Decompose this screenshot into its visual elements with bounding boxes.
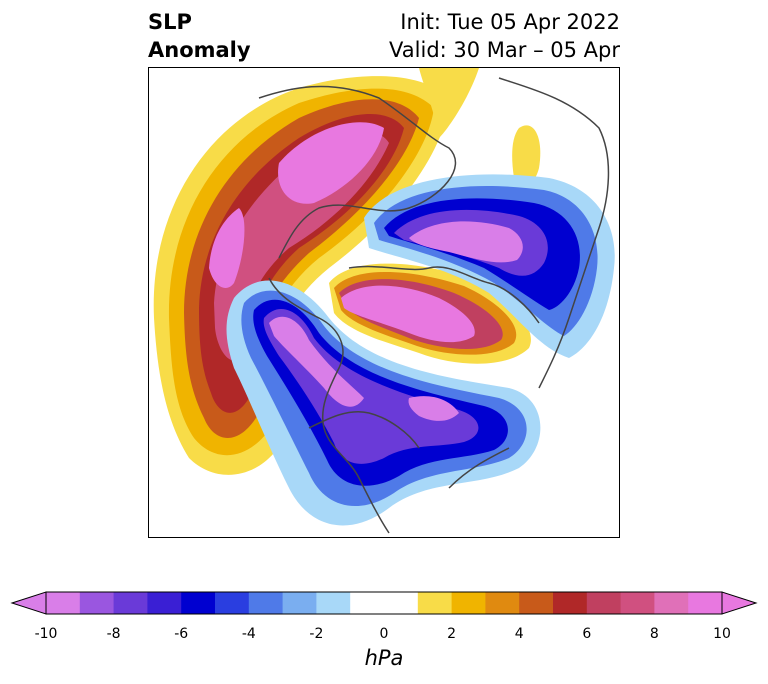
colorbar-segment [620, 592, 655, 614]
colorbar-segment [485, 592, 520, 614]
colorbar-outline [45, 591, 723, 615]
colorbar-segment [113, 592, 148, 614]
colorbar-segment [79, 592, 115, 614]
positive-anomaly-north-atlantic [419, 68, 541, 187]
negative-anomaly-canada [226, 280, 541, 526]
colorbar-segment [417, 592, 453, 614]
colorbar-unit: hPa [364, 646, 404, 670]
init-label: Init: Tue 05 Apr 2022 [400, 10, 620, 34]
colorbar-segment [688, 592, 723, 614]
colorbar-min-arrow [10, 591, 47, 615]
colorbar-max-arrow [721, 591, 758, 615]
colorbar-tick-label: 4 [514, 626, 524, 642]
colorbar-tick-label: -2 [309, 626, 324, 642]
colorbar-tick-label: 0 [379, 626, 389, 642]
colorbar-segment [147, 592, 182, 614]
colorbar-tick-label: -8 [106, 626, 121, 642]
colorbar-segment [46, 592, 81, 614]
colorbar-tick-label: -4 [241, 626, 256, 642]
colorbar-segment [181, 592, 216, 614]
colorbar-segment [553, 592, 588, 614]
colorbar-segment [215, 592, 250, 614]
colorbar-tick-label: 6 [582, 626, 592, 642]
colorbar-segment [248, 592, 284, 614]
colorbar-tick-label: 2 [447, 626, 457, 642]
colorbar-segment [519, 592, 554, 614]
positive-anomaly-arctic [329, 263, 531, 364]
valid-label: Valid: 30 Mar – 05 Apr [389, 38, 620, 62]
map-panel [148, 67, 620, 538]
variable-sublabel: Anomaly [148, 38, 251, 62]
colorbar-segment [316, 592, 351, 614]
coastlines [258, 77, 610, 534]
anomaly-map [152, 68, 616, 534]
colorbar-segment [586, 592, 622, 614]
title-right: Init: Tue 05 Apr 2022 Valid: 30 Mar – 05… [389, 8, 620, 64]
colorbar-segment [282, 592, 317, 614]
colorbar-segment [654, 592, 689, 614]
colorbar-segment [451, 592, 486, 614]
colorbar [10, 591, 758, 615]
colorbar-tick-label: 10 [713, 626, 731, 642]
colorbar-segment [384, 592, 419, 614]
colorbar-segment [350, 592, 385, 614]
variable-label: SLP [148, 10, 192, 34]
negative-anomaly-europe [364, 174, 615, 358]
colorbar-tick-label: -6 [174, 626, 189, 642]
colorbar-tick-label: -10 [34, 626, 58, 642]
colorbar-segments [46, 592, 723, 614]
colorbar-tick-label: 8 [649, 626, 659, 642]
title-left: SLP Anomaly [148, 8, 251, 64]
